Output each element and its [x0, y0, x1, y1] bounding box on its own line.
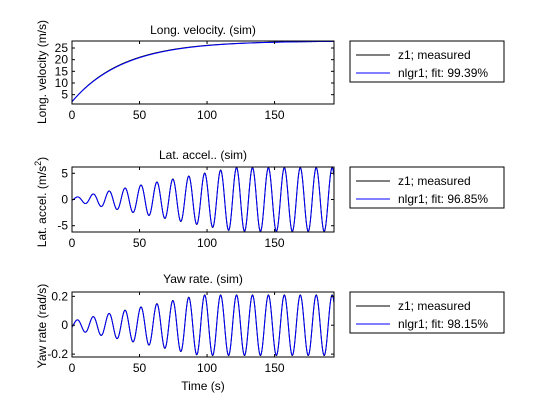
x-tick-label: 50 — [133, 361, 147, 375]
x-tick-label: 100 — [197, 108, 217, 122]
y-tick-label: 15 — [55, 64, 69, 78]
legend-box — [349, 291, 505, 334]
series-lines — [72, 41, 334, 102]
x-tick-label: 0 — [69, 236, 76, 250]
y-tick-label: -5 — [57, 219, 68, 233]
subplot-yaw-rate: Yaw rate. (sim) Yaw rate (rad/s) 0 50 100 1… — [35, 272, 505, 393]
y-tick-label: 0 — [61, 318, 68, 332]
legend: z1; measured nlgr1; fit: 96.85% — [349, 166, 505, 209]
series-line-model — [72, 294, 334, 356]
x-tick-label: 100 — [197, 361, 217, 375]
legend: z1; measured nlgr1; fit: 98.15% — [349, 291, 505, 334]
legend-entry-model: nlgr1; fit: 96.85% — [398, 192, 488, 206]
legend-entry-measured: z1; measured — [398, 48, 471, 62]
x-tick-label: 0 — [69, 108, 76, 122]
series-line-model — [72, 167, 334, 232]
x-tick-label: 150 — [265, 236, 285, 250]
x-tick-label: 100 — [197, 236, 217, 250]
x-tick-label: 50 — [133, 236, 147, 250]
x-tick-label: 150 — [265, 108, 285, 122]
chart-title: Long. velocity. (sim) — [150, 23, 256, 37]
legend-entry-model: nlgr1; fit: 98.15% — [398, 317, 488, 331]
ticks: 0 50 100 150-0.200.2 — [47, 289, 334, 375]
series-lines — [72, 294, 334, 357]
x-axis-label: Time (s) — [181, 379, 225, 393]
y-tick-label: 25 — [55, 41, 69, 55]
legend-box — [349, 166, 505, 209]
plot-area — [72, 41, 334, 104]
chart-title: Yaw rate. (sim) — [163, 272, 243, 286]
ticks: 0 50 100 150-505 — [57, 166, 334, 250]
y-tick-label: 20 — [55, 53, 69, 67]
y-tick-label: 5 — [61, 88, 68, 102]
plot-frame — [71, 40, 335, 105]
legend: z1; measured nlgr1; fit: 99.39% — [349, 40, 505, 83]
plot-frame — [71, 291, 335, 358]
y-tick-label: -0.2 — [47, 347, 68, 361]
y-tick-label: 10 — [55, 76, 69, 90]
y-tick-label: 0 — [61, 193, 68, 207]
y-axis-label: Lat. accel. (m/s2) — [33, 157, 49, 247]
series-lines — [72, 167, 334, 232]
legend-entry-measured: z1; measured — [398, 174, 471, 188]
y-tick-label: 5 — [61, 166, 68, 180]
chart-title: Lat. accel.. (sim) — [159, 148, 247, 162]
legend-entry-model: nlgr1; fit: 99.39% — [398, 66, 488, 80]
legend-entry-measured: z1; measured — [398, 299, 471, 313]
legend-box — [349, 40, 505, 83]
series-line-model — [72, 41, 334, 102]
y-axis-label: Long. velocity (m/s) — [35, 20, 49, 124]
subplot-long-velocity: Long. velocity. (sim) Long. velocity (m/… — [35, 20, 505, 124]
x-tick-label: 0 — [69, 361, 76, 375]
y-tick-label: 0.2 — [51, 289, 68, 303]
x-tick-label: 150 — [265, 361, 285, 375]
x-tick-label: 50 — [133, 108, 147, 122]
subplot-lat-accel: Lat. accel.. (sim) Lat. accel. (m/s2) 0 5… — [33, 148, 505, 250]
y-axis-label: Yaw rate (rad/s) — [35, 284, 49, 368]
